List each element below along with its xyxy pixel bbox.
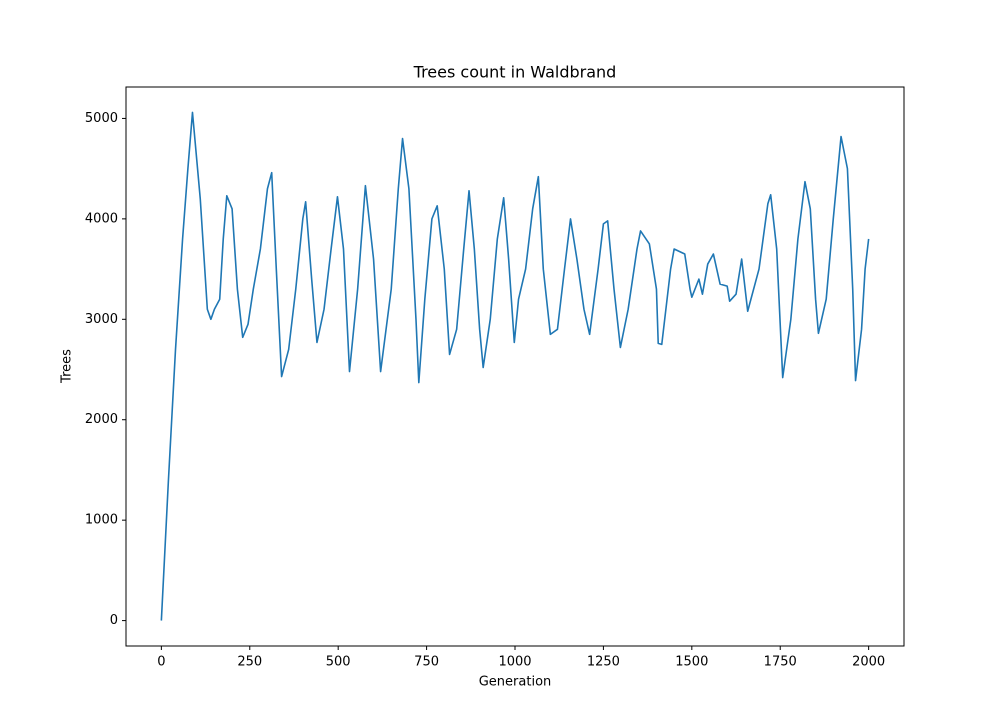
y-tick-label: 1000 bbox=[85, 513, 118, 528]
x-tick-label: 500 bbox=[326, 655, 351, 670]
x-tick-label: 0 bbox=[157, 655, 165, 670]
y-axis-label: Trees bbox=[60, 349, 75, 384]
y-tick-label: 2000 bbox=[85, 412, 118, 427]
y-tick-label: 4000 bbox=[85, 211, 118, 226]
y-tick-label: 5000 bbox=[85, 111, 118, 126]
x-tick-label: 2000 bbox=[852, 655, 885, 670]
y-tick-label: 3000 bbox=[85, 312, 118, 327]
x-tick-label: 1500 bbox=[675, 655, 708, 670]
plot-frame bbox=[125, 86, 905, 647]
x-tick-label: 250 bbox=[237, 655, 262, 670]
x-tick-label: 1750 bbox=[764, 655, 797, 670]
x-tick-label: 1000 bbox=[498, 655, 531, 670]
x-tick-label: 750 bbox=[414, 655, 439, 670]
x-axis-label: Generation bbox=[479, 675, 552, 690]
chart-title: Trees count in Waldbrand bbox=[413, 63, 617, 82]
y-tick-label: 0 bbox=[110, 613, 118, 628]
data-line bbox=[160, 111, 870, 621]
x-tick-label: 1250 bbox=[587, 655, 620, 670]
